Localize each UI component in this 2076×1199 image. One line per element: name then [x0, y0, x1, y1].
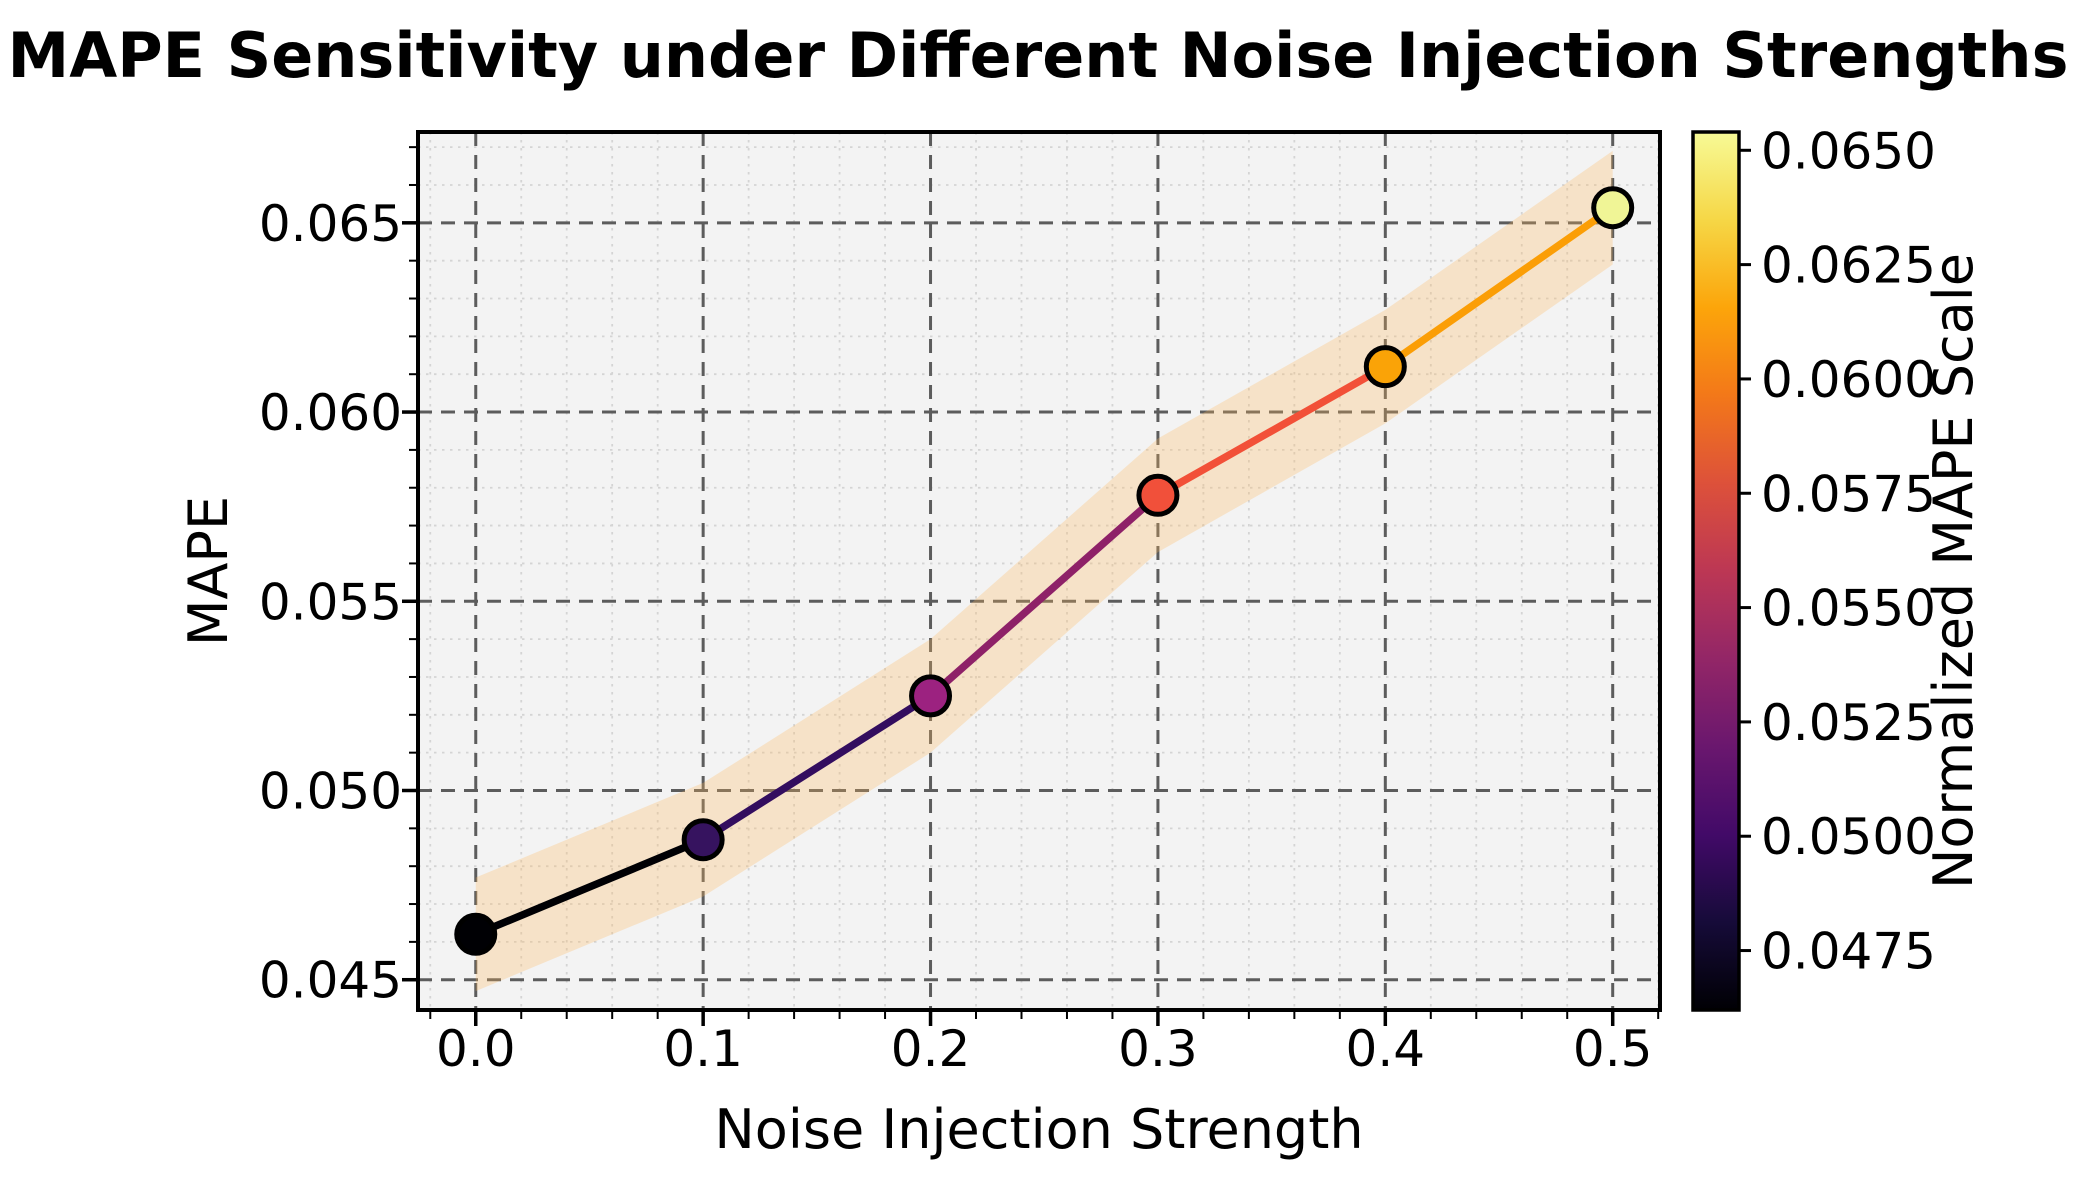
confidence-band — [475, 150, 1613, 992]
x-tick-label: 0.1 — [663, 1020, 743, 1078]
y-tick-label: 0.055 — [259, 573, 402, 631]
colorbar-tick-label: 0.0500 — [1761, 808, 1936, 866]
y-tick-labels: 0.045 0.050 0.055 0.060 0.065 — [259, 195, 402, 1010]
y-tick-label: 0.060 — [259, 384, 402, 442]
colorbar-tick-label: 0.0525 — [1761, 694, 1936, 752]
data-point-marker — [454, 912, 498, 956]
colorbar-label: Normalized MAPE Scale — [1922, 253, 1985, 889]
line-segments — [472, 203, 1617, 939]
y-tick-label: 0.050 — [259, 763, 402, 821]
chart-title: MAPE Sensitivity under Different Noise I… — [8, 19, 2069, 92]
plot-background — [418, 132, 1660, 1010]
data-point-marker — [909, 674, 953, 718]
x-tick-label: 0.4 — [1346, 1020, 1426, 1078]
data-point-marker — [1591, 186, 1635, 230]
colorbar-tick-label: 0.0600 — [1761, 351, 1936, 409]
x-tick-label: 0.0 — [436, 1020, 516, 1078]
colorbar-gradient — [1691, 130, 1741, 1012]
x-tick-label: 0.3 — [1118, 1020, 1198, 1078]
data-point-marker — [1363, 345, 1407, 389]
data-point-markers — [454, 186, 1635, 956]
colorbar-tick-label: 0.0650 — [1761, 122, 1936, 180]
major-gridlines — [418, 132, 1660, 1010]
y-tick-label: 0.045 — [259, 952, 402, 1010]
confidence-band-area — [475, 150, 1613, 992]
colorbar-tick-label: 0.0475 — [1761, 923, 1936, 981]
data-point-marker — [681, 818, 725, 862]
line-segment — [926, 491, 1162, 700]
x-tick-labels: 0.0 0.1 0.2 0.3 0.4 0.5 — [436, 1020, 1652, 1078]
plot-border — [416, 130, 1662, 1012]
line-segment — [699, 692, 935, 844]
colorbar-tick-label: 0.0575 — [1761, 465, 1936, 523]
colorbar-tick-labels: 0.0475 0.0500 0.0525 0.0550 0.0575 0.0600 0.06… — [1761, 122, 1936, 980]
y-axis-label: MAPE — [177, 496, 240, 646]
x-axis-label: Noise Injection Strength — [714, 1098, 1363, 1161]
colorbar-tick-label: 0.0550 — [1761, 580, 1936, 638]
line-segment — [1381, 203, 1617, 371]
line-segment — [472, 835, 707, 939]
data-point-marker — [1136, 473, 1180, 517]
x-tick-label: 0.2 — [891, 1020, 971, 1078]
y-tick-label: 0.065 — [259, 195, 402, 253]
colorbar-tick-label: 0.0625 — [1761, 237, 1936, 295]
colorbar — [1691, 130, 1751, 1012]
line-segment — [1154, 362, 1390, 500]
x-tick-label: 0.5 — [1573, 1020, 1653, 1078]
axis-tick-marks — [402, 146, 1660, 1026]
